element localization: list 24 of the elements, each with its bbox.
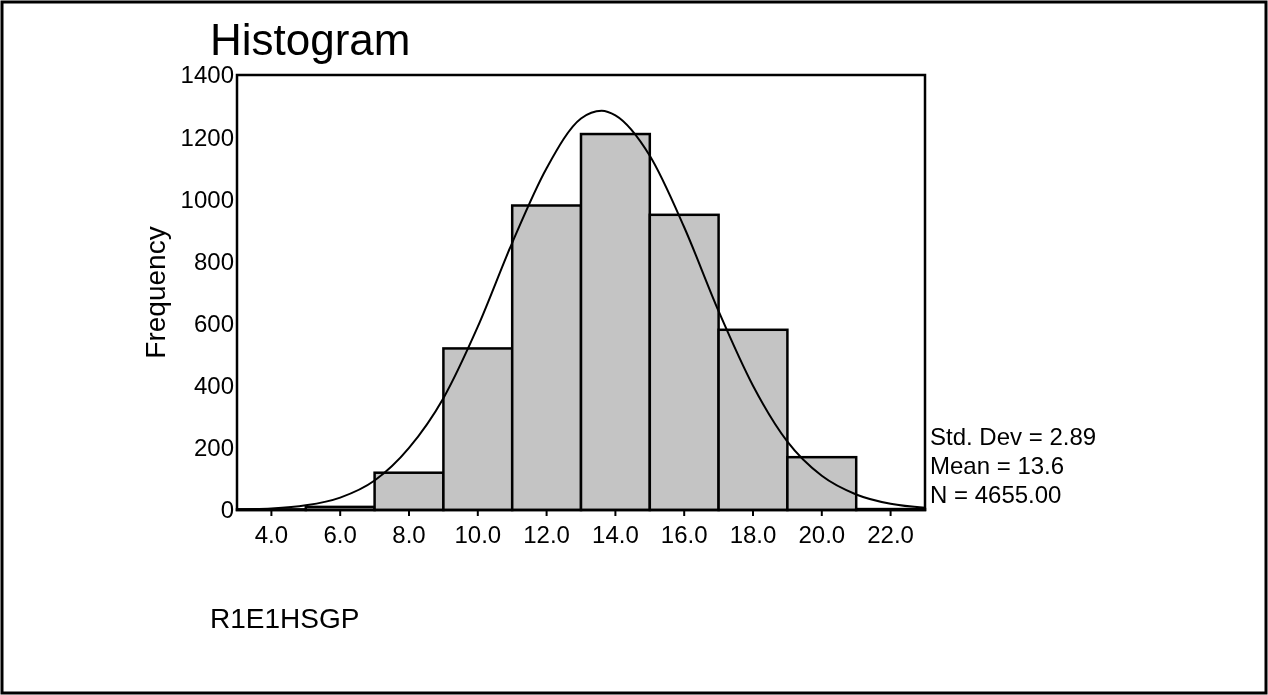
x-tick-label: 8.0	[392, 521, 426, 548]
x-tick-label: 6.0	[323, 521, 357, 548]
y-tick-label: 200	[193, 434, 234, 462]
y-tick-label: 1200	[180, 123, 234, 151]
y-tick-label: 600	[193, 309, 234, 337]
x-axis-title: R1E1HSGP	[210, 603, 360, 634]
text: Std. Dev = 2.89	[930, 423, 1097, 450]
x-tick-label: 12.0	[523, 521, 570, 548]
y-axis-title: Frequency	[140, 226, 171, 359]
text: N = 4655.00	[930, 481, 1062, 508]
x-tick-label: 10.0	[454, 521, 502, 548]
y-tick-label: 0	[220, 496, 234, 524]
x-tick-label: 18.0	[729, 521, 777, 548]
chart-title: Histogram	[210, 15, 411, 64]
x-tick-label: 20.0	[798, 521, 846, 548]
y-tick-label: 800	[193, 247, 234, 275]
y-tick-label: 1000	[180, 185, 234, 213]
text: Mean = 13.6	[930, 452, 1065, 479]
x-tick-label: 14.0	[592, 521, 639, 548]
x-tick-label: 4.0	[254, 521, 289, 548]
y-tick-label: 400	[193, 372, 234, 400]
x-tick-label: 16.0	[660, 521, 708, 548]
y-tick-label: 1400	[180, 61, 234, 89]
x-tick-label: 22.0	[867, 521, 914, 548]
